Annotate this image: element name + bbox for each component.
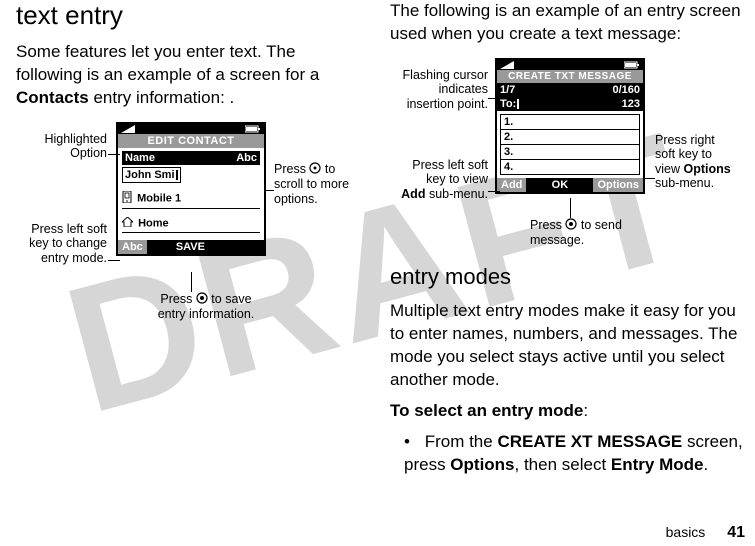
list-item: 2. — [501, 130, 639, 145]
callout-line-options — [643, 178, 655, 179]
soft-key-bar-2: Add OK Options — [497, 178, 643, 192]
callout-options: Press rightsoft key toview Optionssub-me… — [655, 133, 750, 191]
home-label: Home — [138, 217, 169, 229]
callout-change-mode: Press left softkey to changeentry mode. — [12, 222, 107, 265]
heading-entry-modes: entry modes — [390, 264, 750, 290]
signal-icon — [121, 125, 135, 133]
bullet-bold3: Entry Mode — [611, 455, 704, 474]
heading-text-entry: text entry — [16, 0, 366, 31]
name-input: John Smi — [122, 167, 181, 183]
status-bar — [118, 124, 264, 134]
right-column: The following is an example of an entry … — [390, 0, 750, 476]
nav-key-icon — [309, 162, 321, 177]
soft-left: Abc — [118, 240, 147, 254]
footer-page: 41 — [727, 524, 745, 541]
battery-icon-2 — [624, 61, 640, 69]
to-label: To: — [500, 98, 516, 110]
soft-right-empty — [234, 240, 264, 254]
mobile-icon — [122, 191, 132, 206]
name-field-highlight: Name Abc — [122, 151, 260, 165]
callout-save: Press to saveentry information. — [131, 292, 281, 322]
soft-key-bar: Abc SAVE — [118, 240, 264, 254]
callout-cursor: Flashing cursorindicatesinsertion point. — [390, 68, 488, 111]
counter-right: 0/160 — [612, 84, 640, 96]
soft-left-2: Add — [497, 178, 526, 192]
home-icon — [122, 217, 133, 230]
list-item: 3. — [501, 145, 639, 160]
signal-icon-2 — [500, 61, 514, 69]
text-cursor — [176, 170, 178, 180]
select-mode-label: To select an entry mode: — [390, 400, 750, 423]
callout-line-send — [570, 198, 571, 218]
battery-icon — [245, 125, 261, 133]
edit-contact-phone: EDIT CONTACT Name Abc John Smi Mobile 1 … — [116, 122, 266, 256]
recipient-list: 1. 2. 3. 4. — [500, 114, 640, 175]
create-msg-body: 1/7 0/160 To: 123 1. 2. 3. 4. — [497, 83, 643, 175]
center-key-icon-2 — [565, 218, 577, 233]
callout-scroll-a: Press — [274, 162, 309, 176]
create-msg-phone: CREATE TXT MESSAGE 1/7 0/160 To: 123 1. … — [495, 58, 645, 194]
bullet-a: From the — [425, 432, 498, 451]
counter-left: 1/7 — [500, 84, 515, 96]
right-diagram: CREATE TXT MESSAGE 1/7 0/160 To: 123 1. … — [390, 58, 750, 258]
bullet-c: , then select — [515, 455, 611, 474]
callout-line-highlighted — [108, 154, 120, 155]
entry-modes-para: Multiple text entry modes make it easy f… — [390, 300, 750, 392]
contacts-word: Contacts — [16, 88, 89, 107]
callout-line-add — [488, 191, 500, 192]
callout-line-cursor — [488, 98, 510, 99]
counter-row: 1/7 0/160 — [497, 83, 643, 97]
mode-indicator: Abc — [236, 152, 257, 164]
home-row: Home — [122, 217, 260, 230]
callout-highlighted: HighlightedOption — [12, 132, 107, 161]
callout-save-a: Press — [160, 292, 195, 306]
status-bar-2 — [497, 60, 643, 70]
right-intro-para: The following is an example of an entry … — [390, 0, 750, 46]
callout-line-scroll — [264, 190, 274, 191]
bullet-bold2: Options — [450, 455, 514, 474]
select-mode-bold: To select an entry mode — [390, 401, 583, 420]
soft-mid: SAVE — [147, 240, 234, 254]
home-underline — [122, 232, 260, 233]
callout-send: Press to sendmessage. — [530, 218, 660, 248]
center-key-icon — [196, 292, 208, 307]
callout-scroll: Press toscroll to moreoptions. — [274, 162, 374, 206]
msg-cursor — [517, 99, 519, 109]
soft-right-2: Options — [593, 178, 643, 192]
mobile-row: Mobile 1 — [122, 191, 260, 206]
edit-contact-body: Name Abc John Smi Mobile 1 Home — [118, 148, 264, 240]
to-row: To: 123 — [497, 97, 643, 111]
left-column: text entry Some features let you enter t… — [16, 0, 366, 352]
callout-line-save — [191, 272, 192, 292]
left-para-b: entry information: . — [89, 88, 235, 107]
callout-add: Press left softkey to viewAdd sub-menu. — [390, 158, 488, 201]
num-mode: 123 — [622, 98, 640, 110]
footer: basics 41 — [666, 524, 745, 542]
left-para-a: Some features let you enter text. The fo… — [16, 42, 319, 84]
bullet-bold1: CREATE XT MESSAGE — [497, 432, 682, 451]
left-diagram: EDIT CONTACT Name Abc John Smi Mobile 1 … — [16, 122, 366, 352]
edit-contact-title: EDIT CONTACT — [118, 134, 264, 148]
bullet-list: From the CREATE XT MESSAGE screen, press… — [404, 431, 750, 477]
mobile-label: Mobile 1 — [137, 192, 181, 204]
soft-mid-2: OK — [526, 178, 593, 192]
callout-line-mode — [108, 260, 120, 261]
name-value: John Smi — [125, 169, 175, 181]
name-label: Name — [125, 152, 155, 164]
list-item: 1. — [501, 115, 639, 130]
mobile-underline — [122, 208, 260, 209]
callout-send-a: Press — [530, 218, 565, 232]
create-msg-title: CREATE TXT MESSAGE — [497, 70, 643, 83]
options-word: Options — [683, 162, 730, 176]
footer-section: basics — [666, 524, 706, 540]
left-intro-para: Some features let you enter text. The fo… — [16, 41, 366, 110]
list-item: 4. — [501, 160, 639, 174]
bullet-d: . — [703, 455, 708, 474]
bullet-item: From the CREATE XT MESSAGE screen, press… — [404, 431, 750, 477]
add-word: Add — [401, 187, 425, 201]
